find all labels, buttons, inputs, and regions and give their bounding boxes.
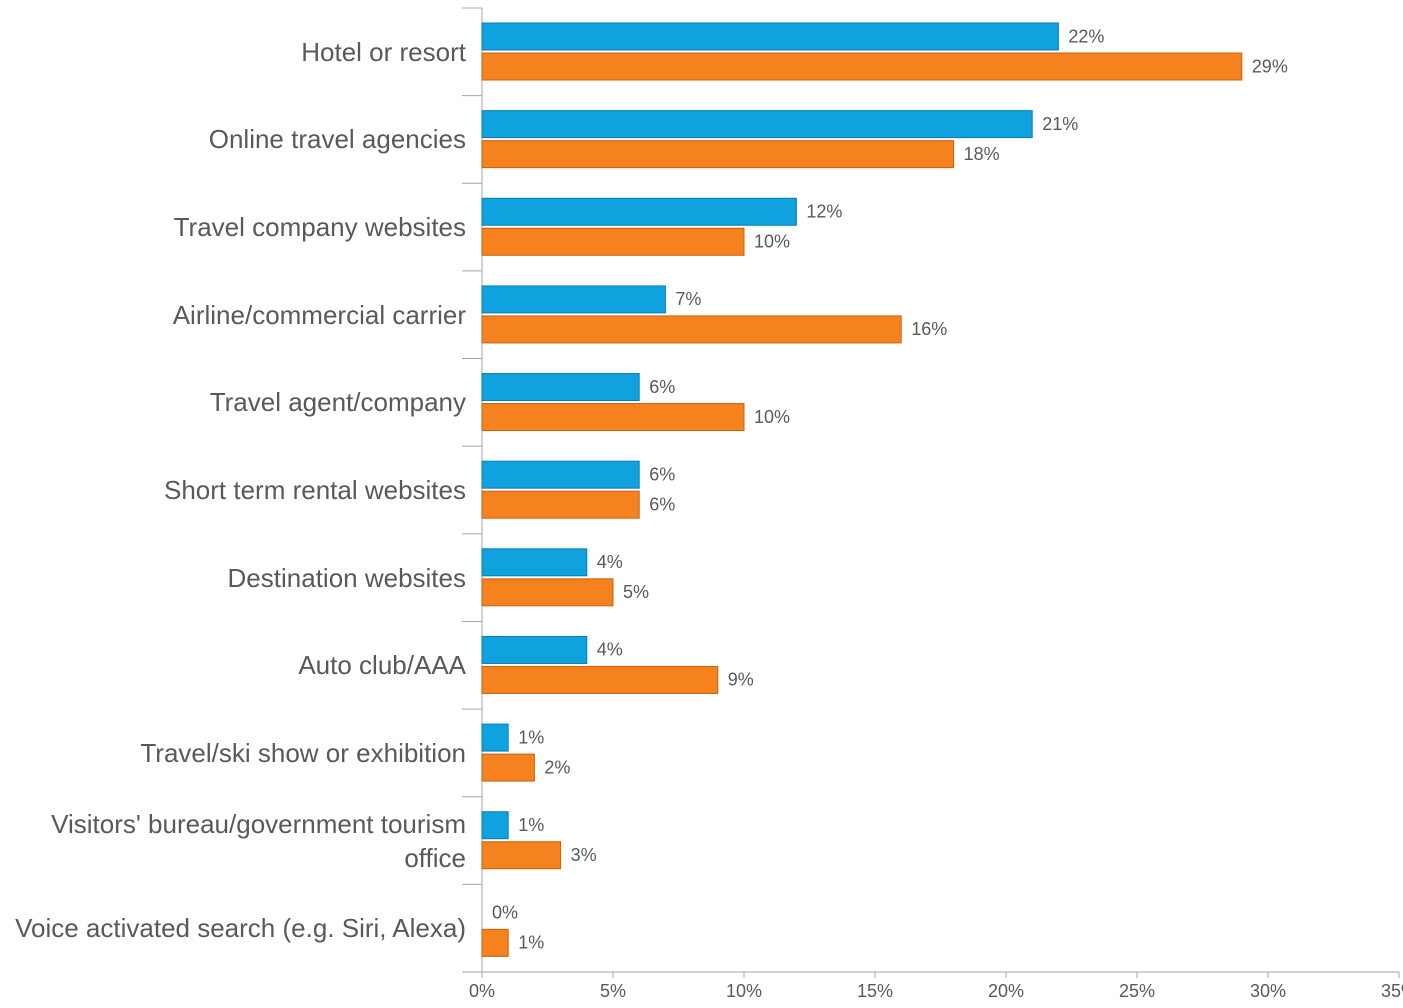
value-label: 6% bbox=[649, 464, 675, 484]
category-label: Auto club/AAA bbox=[298, 650, 466, 681]
category-label-box: Travel company websites bbox=[173, 212, 466, 243]
value-label: 10% bbox=[754, 232, 790, 252]
category-label-box: Travel/ski show or exhibition bbox=[140, 737, 466, 768]
value-label: 10% bbox=[754, 407, 790, 427]
bar bbox=[481, 490, 640, 519]
bar bbox=[481, 110, 1033, 139]
value-label: 9% bbox=[728, 670, 754, 690]
bar bbox=[481, 723, 509, 752]
category-label-box: Online travel agencies bbox=[208, 124, 466, 155]
category-label: Online travel agencies bbox=[208, 124, 466, 155]
category-label: Visitors' bureau/government tourism offi… bbox=[51, 808, 466, 873]
category-label: Travel/ski show or exhibition bbox=[140, 737, 466, 768]
bar bbox=[481, 140, 955, 169]
x-tick-label: 5% bbox=[600, 981, 626, 1001]
value-label: 1% bbox=[518, 815, 544, 835]
value-label: 3% bbox=[571, 845, 597, 865]
bar bbox=[481, 548, 588, 577]
value-label: 16% bbox=[911, 319, 947, 339]
value-label: 4% bbox=[597, 640, 623, 660]
category-label-box: Destination websites bbox=[227, 562, 466, 593]
category-label-box: Short term rental websites bbox=[163, 474, 466, 505]
bar bbox=[481, 841, 562, 870]
bar bbox=[481, 753, 535, 782]
value-label: 29% bbox=[1252, 56, 1288, 76]
value-label: 2% bbox=[544, 757, 570, 777]
bar bbox=[481, 928, 509, 957]
value-label: 1% bbox=[518, 933, 544, 953]
x-tick-label: 10% bbox=[726, 981, 762, 1001]
category-label: Voice activated search (e.g. Siri, Alexa… bbox=[15, 913, 466, 944]
x-tick-label: 0% bbox=[469, 981, 495, 1001]
x-tick-label: 35% bbox=[1381, 981, 1403, 1001]
category-label-box: Travel agent/company bbox=[209, 387, 466, 418]
bar bbox=[481, 811, 509, 840]
bar bbox=[481, 197, 797, 226]
value-label: 12% bbox=[806, 202, 842, 222]
value-label: 1% bbox=[518, 727, 544, 747]
bar bbox=[481, 52, 1243, 81]
bar bbox=[481, 665, 719, 694]
bar bbox=[481, 227, 745, 256]
value-label: 5% bbox=[623, 582, 649, 602]
value-label: 22% bbox=[1068, 26, 1104, 46]
bar bbox=[481, 315, 902, 344]
category-label-box: Airline/commercial carrier bbox=[172, 299, 466, 330]
bar bbox=[481, 460, 640, 489]
category-label: Hotel or resort bbox=[301, 36, 466, 67]
x-tick-label: 30% bbox=[1250, 981, 1286, 1001]
value-label: 6% bbox=[649, 494, 675, 514]
value-label: 21% bbox=[1042, 114, 1078, 134]
bar bbox=[481, 373, 640, 402]
bar bbox=[481, 285, 666, 314]
category-label: Destination websites bbox=[227, 562, 466, 593]
bar bbox=[481, 403, 745, 432]
x-tick-label: 25% bbox=[1119, 981, 1155, 1001]
value-label: 6% bbox=[649, 377, 675, 397]
category-label-box: Visitors' bureau/government tourism offi… bbox=[51, 808, 466, 873]
value-label: 0% bbox=[492, 903, 518, 923]
category-label-box: Hotel or resort bbox=[301, 36, 466, 67]
bar bbox=[481, 635, 588, 664]
value-label: 4% bbox=[597, 552, 623, 572]
category-label-box: Voice activated search (e.g. Siri, Alexa… bbox=[15, 913, 466, 944]
value-label: 18% bbox=[964, 144, 1000, 164]
category-label-box: Auto club/AAA bbox=[298, 650, 466, 681]
category-label: Airline/commercial carrier bbox=[172, 299, 466, 330]
category-label: Short term rental websites bbox=[163, 474, 466, 505]
x-tick-label: 20% bbox=[988, 981, 1024, 1001]
value-label: 7% bbox=[675, 289, 701, 309]
bar bbox=[481, 578, 614, 607]
category-label: Travel company websites bbox=[173, 212, 466, 243]
x-tick-label: 15% bbox=[857, 981, 893, 1001]
category-label: Travel agent/company bbox=[209, 387, 466, 418]
bar bbox=[481, 22, 1059, 51]
